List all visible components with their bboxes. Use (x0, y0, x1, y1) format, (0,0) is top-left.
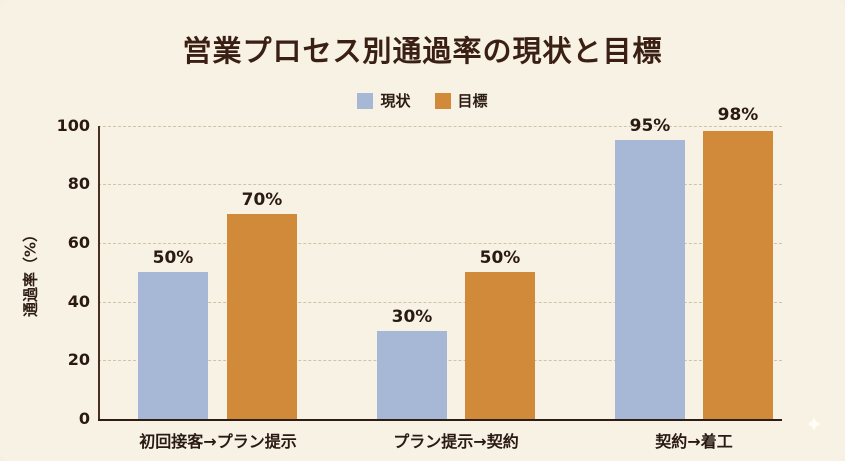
value-label: 98% (717, 105, 759, 125)
x-axis-line (98, 419, 782, 421)
y-tick-40: 40 (67, 292, 90, 311)
gridline-60 (98, 243, 782, 244)
legend-label-target: 目標 (457, 92, 488, 110)
value-label: 50% (479, 248, 521, 268)
value-label: 50% (152, 248, 194, 268)
legend-swatch-current (357, 92, 374, 109)
x-category-label: 初回接客→プラン提示 (139, 432, 297, 451)
value-label: 70% (241, 190, 283, 210)
y-tick-100: 100 (56, 116, 90, 135)
y-tick-20: 20 (67, 350, 90, 369)
legend-swatch-target (434, 92, 451, 109)
legend-item-current: 現状 (357, 90, 411, 111)
value-label: 30% (391, 307, 433, 327)
chart-title: 営業プロセス別通過率の現状と目標 (182, 34, 663, 68)
sparkle-icon: ✦ (804, 413, 824, 438)
legend-label-current: 現状 (380, 92, 411, 110)
gridline-40 (98, 302, 782, 303)
y-tick-80: 80 (67, 174, 90, 193)
bar-current-contract-to-construction (615, 140, 685, 419)
x-category-label: プラン提示→契約 (393, 432, 519, 451)
y-axis-line (98, 126, 100, 420)
legend: 現状 目標 (0, 90, 845, 111)
bar-current-plan-to-contract (377, 331, 447, 419)
bar-target-plan-to-contract (465, 272, 535, 419)
gridline-80 (98, 184, 782, 185)
bar-target-initial-contact (227, 214, 297, 419)
gridline-100 (98, 126, 782, 127)
value-label: 95% (629, 116, 671, 136)
y-tick-60: 60 (67, 233, 90, 252)
bar-target-contract-to-construction (703, 131, 773, 419)
x-category-label: 契約→着工 (655, 432, 733, 451)
legend-item-target: 目標 (434, 90, 488, 111)
y-tick-0: 0 (78, 409, 90, 428)
bar-current-initial-contact (138, 272, 208, 419)
